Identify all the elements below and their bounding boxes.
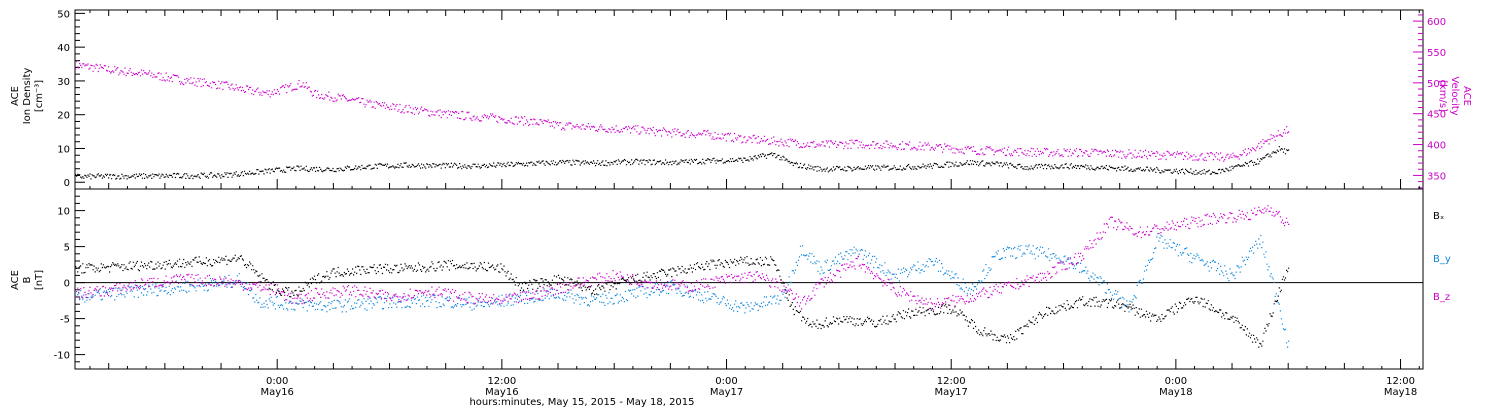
- velocity-series: [75, 60, 1290, 162]
- top-right-tick-label: 400: [1427, 141, 1446, 152]
- bottom-left-tick-label: 10: [57, 207, 70, 218]
- top-right-axis-label-3: [km/s]: [1437, 80, 1448, 112]
- top-right-tick-label: 450: [1427, 110, 1446, 121]
- x-tick-date-label: May16: [260, 387, 293, 398]
- x-tick-date-label: May17: [934, 387, 967, 398]
- by-series: [75, 233, 1290, 348]
- top-panel-frame: [74, 9, 1424, 190]
- x-tick-time-label: 12:00: [937, 376, 966, 387]
- x-tick-time-label: 12:00: [487, 376, 516, 387]
- top-left-tick-label: 40: [57, 43, 70, 54]
- x-tick-date-label: May16: [485, 387, 518, 398]
- top-right-tick-label: 500: [1427, 79, 1446, 90]
- top-right-axis-label-1: ACE: [1461, 86, 1472, 106]
- top-left-axis-label-3: [cm⁻³]: [34, 80, 45, 112]
- x-tick-date-label: May17: [710, 387, 743, 398]
- top-left-tick-label: 10: [57, 144, 70, 155]
- x-tick-time-label: 0:00: [266, 376, 288, 387]
- bz-series: [75, 205, 1290, 311]
- x-tick-time-label: 12:00: [1386, 376, 1415, 387]
- legend-by: B_y: [1433, 254, 1451, 265]
- bottom-left-tick-label: -5: [60, 315, 70, 326]
- x-tick-time-label: 0:00: [1165, 376, 1187, 387]
- bottom-left-tick-label: 0: [64, 279, 70, 290]
- top-left-tick-label: 0: [64, 178, 70, 189]
- x-tick-time-label: 0:00: [715, 376, 737, 387]
- bottom-left-axis-label-3: [nT]: [34, 270, 45, 290]
- top-right-tick-label: 600: [1427, 17, 1446, 28]
- x-tick-date-label: May18: [1159, 387, 1192, 398]
- top-left-tick-label: 20: [57, 111, 70, 122]
- top-right-tick-label: 550: [1427, 48, 1446, 59]
- top-left-tick-label: 30: [57, 77, 70, 88]
- legend-bx: Bₓ: [1433, 211, 1444, 222]
- x-tick-date-label: May18: [1384, 387, 1417, 398]
- x-axis-title: hours:minutes, May 15, 2015 - May 18, 20…: [469, 397, 694, 408]
- legend-bz: B_z: [1433, 292, 1450, 303]
- top-left-axis-label-1: ACE: [10, 86, 21, 106]
- top-right-axis-label-2: Velocity: [1449, 76, 1460, 115]
- top-left-axis-label-2: Ion Density: [22, 68, 33, 125]
- bottom-left-tick-label: 5: [64, 243, 70, 254]
- density-series: [75, 146, 1290, 180]
- top-right-tick-label: 350: [1427, 171, 1446, 182]
- bottom-left-axis-label-2: B: [22, 276, 33, 283]
- top-left-tick-label: 50: [57, 9, 70, 20]
- bottom-left-axis-label-1: ACE: [10, 270, 21, 290]
- bottom-left-tick-label: -10: [54, 351, 70, 362]
- bx-series: [75, 254, 1290, 348]
- bottom-panel-frame: [74, 188, 1424, 370]
